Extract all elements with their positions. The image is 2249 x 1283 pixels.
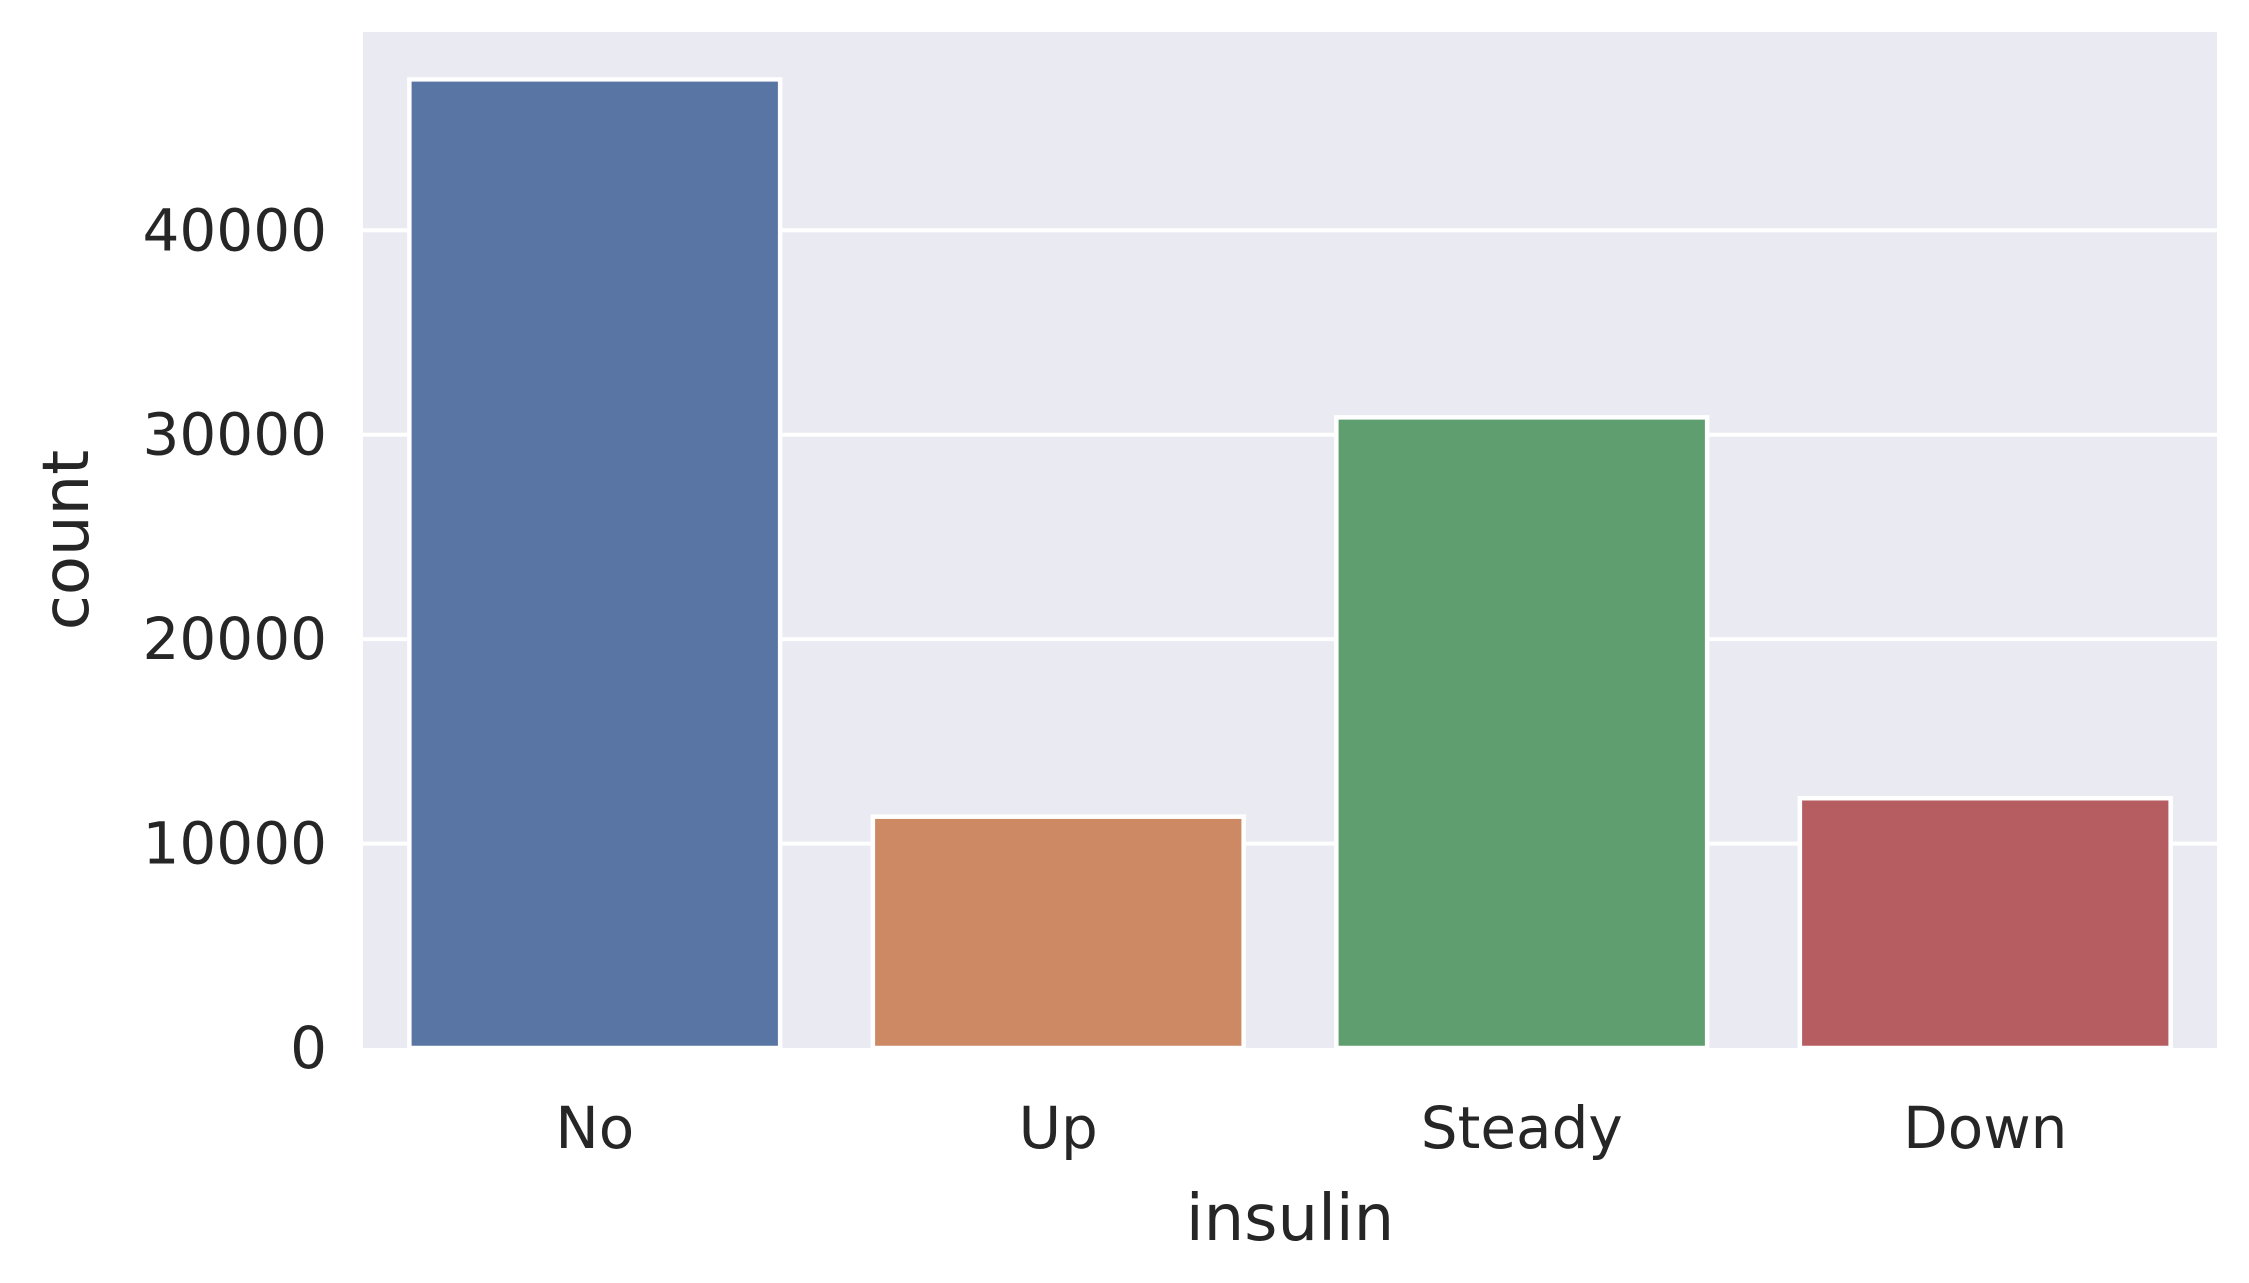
y-tick-label: 0 xyxy=(290,1014,327,1082)
y-axis-label: count xyxy=(30,450,104,631)
bar-down xyxy=(1797,795,2173,1051)
x-axis-label: insulin xyxy=(1186,1182,1394,1256)
y-tick-labels: 0 10000 20000 30000 40000 xyxy=(142,196,327,1082)
bar-no xyxy=(407,77,783,1051)
x-tick-label: No xyxy=(555,1094,634,1162)
y-tick-label: 40000 xyxy=(142,196,327,264)
x-tick-labels: No Up Steady Down xyxy=(555,1094,2067,1162)
bars xyxy=(407,77,2173,1051)
y-tick-label: 20000 xyxy=(142,605,327,673)
y-tick-label: 30000 xyxy=(142,401,327,469)
x-tick-label: Steady xyxy=(1421,1094,1623,1162)
y-tick-label: 10000 xyxy=(142,810,327,878)
bar-steady xyxy=(1334,415,1710,1051)
x-tick-label: Down xyxy=(1903,1094,2067,1162)
x-tick-label: Up xyxy=(1019,1094,1098,1162)
bar-up xyxy=(870,814,1246,1051)
